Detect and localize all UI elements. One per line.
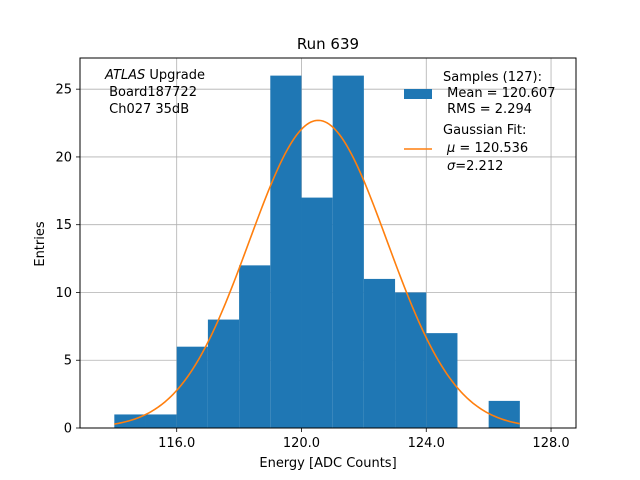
legend-samples-line-3: RMS = 2.294 bbox=[443, 102, 532, 117]
chart-title: Run 639 bbox=[297, 35, 359, 53]
histogram-bar bbox=[488, 400, 520, 428]
annotation-line-3: Ch027 35dB bbox=[105, 102, 189, 117]
legend-sigma-symbol: σ bbox=[447, 159, 456, 174]
x-tick-label: 124.0 bbox=[408, 436, 445, 451]
legend-samples-line-1: Samples (127): bbox=[443, 70, 542, 85]
histogram-bar bbox=[239, 265, 271, 428]
x-axis-label: Energy [ADC Counts] bbox=[259, 456, 396, 471]
histogram-bar bbox=[207, 319, 240, 428]
annotation-upgrade: Upgrade bbox=[145, 68, 205, 83]
histogram-bar bbox=[145, 414, 177, 428]
y-tick-label: 25 bbox=[55, 83, 72, 98]
y-tick-label: 5 bbox=[64, 354, 72, 369]
legend-mu-symbol: μ bbox=[446, 141, 455, 156]
legend-fit-line-2: μ = 120.536 bbox=[446, 141, 528, 156]
histogram-bar bbox=[395, 292, 427, 428]
legend-samples-line-2: Mean = 120.607 bbox=[443, 86, 555, 101]
y-axis-ticks: 0 5 10 15 20 25 bbox=[55, 83, 80, 437]
histogram-bar bbox=[332, 75, 364, 428]
y-tick-label: 15 bbox=[55, 218, 72, 233]
y-tick-label: 0 bbox=[64, 422, 72, 437]
legend-mu-value: = 120.536 bbox=[455, 141, 528, 156]
x-tick-label: 128.0 bbox=[532, 436, 569, 451]
legend-fit-line-3: σ=2.212 bbox=[447, 159, 503, 174]
atlas-annotation: ATLAS Upgrade Board187722 Ch027 35dB bbox=[104, 68, 205, 117]
x-axis-ticks: 116.0 120.0 124.0 128.0 bbox=[158, 428, 570, 451]
y-axis-label: Entries bbox=[33, 221, 48, 267]
annotation-line-1: ATLAS Upgrade bbox=[104, 68, 205, 83]
histogram-bar bbox=[270, 75, 302, 428]
y-tick-label: 10 bbox=[55, 286, 72, 301]
annotation-line-2: Board187722 bbox=[105, 85, 197, 100]
legend-sigma-value: =2.212 bbox=[455, 159, 503, 174]
legend-fit-line-1: Gaussian Fit: bbox=[443, 123, 526, 138]
x-tick-label: 120.0 bbox=[283, 436, 320, 451]
histogram-bar bbox=[176, 346, 208, 428]
annotation-atlas: ATLAS bbox=[104, 68, 145, 83]
y-tick-label: 20 bbox=[55, 150, 72, 165]
legend-samples-swatch bbox=[404, 89, 432, 99]
x-tick-label: 116.0 bbox=[158, 436, 195, 451]
gaussian-fit-curve bbox=[114, 119, 521, 425]
plot-frame bbox=[79, 57, 577, 429]
legend: Samples (127): Mean = 120.607 RMS = 2.29… bbox=[404, 70, 555, 174]
histogram-bar bbox=[363, 278, 396, 428]
histogram-bar bbox=[301, 197, 333, 428]
